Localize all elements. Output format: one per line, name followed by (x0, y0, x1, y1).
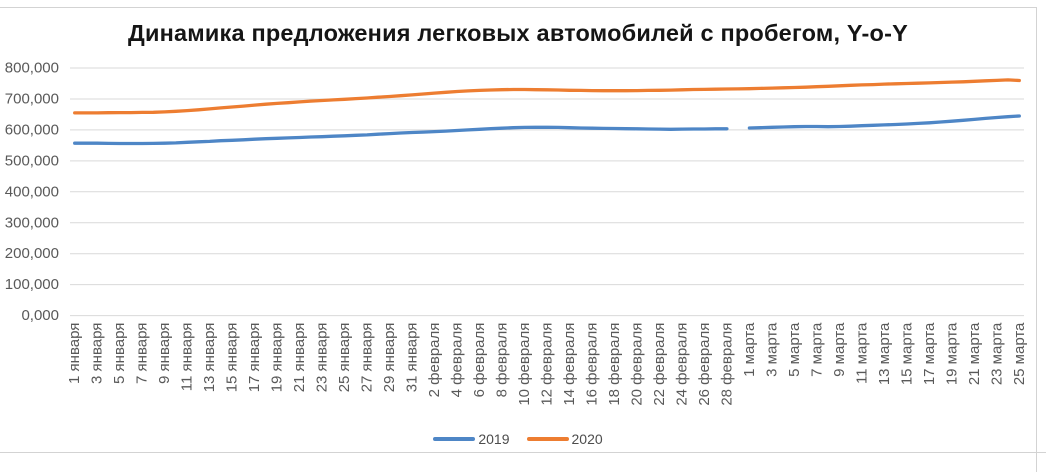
y-tick-label: 500,000 (5, 152, 59, 169)
y-tick-label: 200,000 (5, 245, 59, 262)
x-tick-label: 17 января (246, 323, 263, 393)
legend-item-2020[interactable]: 2020 (526, 431, 603, 447)
x-tick-label: 12 февраля (538, 323, 555, 406)
x-tick-label: 14 февраля (561, 323, 578, 406)
y-tick-label: 800,000 (5, 60, 59, 77)
legend-label-2019: 2019 (478, 431, 510, 447)
y-tick-label: 0,000 (21, 307, 59, 324)
x-tick-label: 16 февраля (583, 323, 600, 406)
x-tick-label: 6 февраля (471, 323, 488, 398)
x-tick-label: 15 марта (898, 322, 915, 385)
chart-object[interactable]: Динамика предложения легковых автомобиле… (0, 8, 1036, 452)
series-line-2019[interactable] (73, 114, 1021, 146)
x-tick-label: 28 февраля (718, 323, 735, 406)
x-tick-label: 7 марта (808, 322, 825, 377)
chart-title[interactable]: Динамика предложения легковых автомобиле… (128, 20, 908, 46)
x-tick-label: 13 марта (876, 322, 893, 385)
y-tick-label: 700,000 (5, 90, 59, 107)
x-tick-label: 26 февраля (696, 323, 713, 406)
x-tick-label: 8 февраля (494, 323, 511, 398)
x-tick-label: 25 марта (1011, 322, 1028, 385)
legend-label-2020: 2020 (571, 431, 603, 447)
series-line-2020[interactable] (73, 78, 1021, 115)
x-tick-label: 22 февраля (651, 323, 668, 406)
legend-swatch-2019 (433, 437, 476, 441)
x-tick-label: 1 марта (741, 322, 758, 377)
sheet-gridline-bottom (0, 452, 1046, 453)
y-tick-label: 100,000 (5, 276, 59, 293)
x-tick-label: 2 февраля (426, 323, 443, 398)
x-tick-label: 9 марта (831, 322, 848, 377)
x-tick-label: 17 марта (921, 322, 938, 385)
legend-swatch-2020 (526, 437, 569, 441)
sheet-gridline-top (0, 7, 1036, 8)
x-tick-label: 18 февраля (606, 323, 623, 406)
x-tick-label: 3 января (89, 323, 106, 384)
plot-area[interactable]: 0,000 100,000 200,000 300,000 400,000 500,000… (0, 8, 1036, 452)
x-tick-label: 7 января (134, 323, 151, 384)
x-tick-label: 11 января (179, 323, 196, 392)
y-tick-label: 600,000 (5, 121, 59, 138)
x-tick-label: 29 января (381, 323, 398, 393)
x-tick-label: 19 января (269, 323, 286, 393)
x-tick-label: 3 марта (763, 322, 780, 377)
x-tick-label: 31 января (404, 323, 421, 393)
x-tick-label: 21 марта (966, 322, 983, 385)
x-tick-label: 15 января (224, 323, 241, 393)
x-tick-label: 21 января (291, 323, 308, 393)
x-tick-label: 27 января (359, 323, 376, 393)
x-tick-label: 24 февраля (673, 323, 690, 406)
x-tick-label: 19 марта (943, 322, 960, 385)
x-tick-label: 1 января (66, 323, 83, 384)
x-tick-label: 13 января (201, 323, 218, 393)
legend-item-2019[interactable]: 2019 (433, 431, 510, 447)
x-tick-label: 4 февраля (449, 323, 466, 398)
legend: 2019 2020 (0, 431, 1036, 447)
x-tick-label: 23 марта (988, 322, 1005, 385)
x-tick-label: 10 февраля (516, 323, 533, 406)
x-tick-label: 23 января (314, 323, 331, 393)
x-tick-label: 9 января (156, 323, 173, 384)
sheet-gridline-right (1036, 7, 1037, 472)
x-tick-label: 20 февраля (628, 323, 645, 406)
y-tick-label: 400,000 (5, 183, 59, 200)
x-tick-label: 5 января (111, 323, 128, 384)
x-tick-label: 11 марта (853, 322, 870, 384)
x-tick-label: 25 января (336, 323, 353, 393)
x-tick-label: 5 марта (786, 322, 803, 377)
y-tick-label: 300,000 (5, 214, 59, 231)
